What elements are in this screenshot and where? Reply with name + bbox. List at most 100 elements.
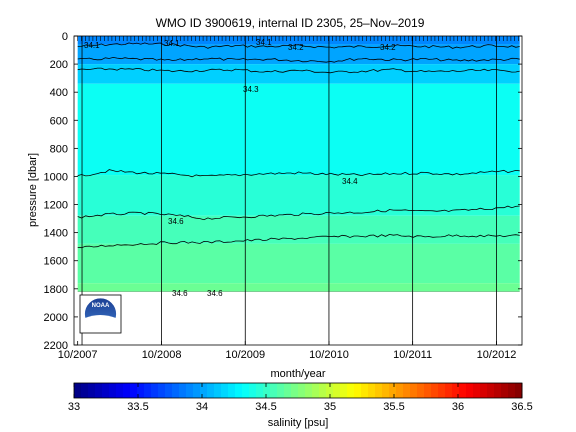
colorbar-segment (81, 383, 89, 398)
colorbar-segment (333, 383, 341, 398)
contour-label: 34.4 (342, 177, 358, 186)
profile-ticks-top (77, 36, 519, 41)
colorbar-segment (277, 383, 285, 398)
x-axis: 10/2007 10/2008 10/2009 10/2010 10/2011 10/20… (58, 341, 517, 361)
colorbar-segment (249, 383, 257, 398)
colorbar-segment (361, 383, 369, 398)
salinity-layer (77, 36, 520, 45)
colorbar-segment (340, 383, 348, 398)
colorbar-segment (221, 383, 229, 398)
colorbar-segment (137, 383, 145, 398)
colorbar-segment (242, 383, 250, 398)
profile-year-lines (81, 36, 497, 345)
colorbar-segment (88, 383, 96, 398)
colorbar-segment (326, 383, 334, 398)
colorbar-segment (382, 383, 390, 398)
x-tick-label: 10/2011 (393, 349, 432, 361)
colorbar-segment (473, 383, 481, 398)
colorbar-segment (116, 383, 124, 398)
y-tick-label: 1000 (44, 171, 68, 183)
colorbar-segment (235, 383, 243, 398)
colorbar-segment (284, 383, 292, 398)
noaa-logo-text: NOAA (92, 303, 110, 309)
colorbar-ticks: 33 33.5 34 34.5 35 35.5 36 36.5 (68, 383, 533, 413)
chart-title: WMO ID 3900619, internal ID 2305, 25–Nov… (156, 16, 425, 30)
colorbar-segment (466, 383, 474, 398)
contour-line (77, 233, 520, 249)
colorbar-segment (228, 383, 236, 398)
colorbar-tick-label: 33 (68, 401, 80, 413)
colorbar-segment (431, 383, 439, 398)
colorbar-segment (438, 383, 446, 398)
colorbar-segment (200, 383, 208, 398)
colorbar-segment (256, 383, 264, 398)
contour-line (77, 169, 520, 178)
contour-line (77, 67, 520, 74)
colorbar-segment (410, 383, 418, 398)
colorbar-segment (109, 383, 117, 398)
plot-frame (73, 35, 523, 346)
colorbar-segment (144, 383, 152, 398)
colorbar-segment (151, 383, 159, 398)
colorbar-tick-label: 36.5 (511, 401, 532, 413)
y-tick-label: 1600 (44, 256, 68, 268)
contour-label: 34.1 (84, 41, 100, 50)
colorbar-segment (298, 383, 306, 398)
colorbar-segment (354, 383, 362, 398)
contour-label: 34.1 (164, 39, 180, 48)
colorbar-segment (368, 383, 376, 398)
y-tick-label: 0 (62, 31, 68, 43)
y-tick-label: 800 (50, 143, 68, 155)
colorbar-segment (165, 383, 173, 398)
colorbar-segment (305, 383, 313, 398)
colorbar-segment (487, 383, 495, 398)
y-tick-label: 1800 (44, 284, 68, 296)
colorbar-segment (403, 383, 411, 398)
salinity-layer (77, 283, 520, 292)
x-tick-label: 10/2010 (309, 349, 349, 361)
colorbar-segment (312, 383, 320, 398)
colorbar-label: salinity [psu] (268, 417, 329, 429)
colorbar-tick-label: 35 (324, 401, 336, 413)
colorbar-segment (452, 383, 460, 398)
colorbar-segment (193, 383, 201, 398)
colorbar-segment (319, 383, 327, 398)
contour-label: 34.6 (172, 289, 188, 298)
contour-labels: 34.1 34.1 34.1 34.2 34.2 34.3 34.4 34.6 34.6 34.6 (84, 38, 396, 298)
salinity-layers (77, 36, 520, 292)
colorbar-segment (515, 383, 523, 398)
colorbar-segment (459, 383, 467, 398)
colorbar-segment (186, 383, 194, 398)
salinity-layer (77, 64, 520, 84)
noaa-logo: NOAA (79, 294, 122, 334)
colorbar-segment (263, 383, 271, 398)
y-tick-label: 600 (50, 115, 68, 127)
colorbar-segment (214, 383, 222, 398)
colorbar (73, 382, 523, 399)
colorbar-tick-label: 34.5 (255, 401, 276, 413)
colorbar-segment (480, 383, 488, 398)
colorbar-segment (102, 383, 110, 398)
colorbar-segment (375, 383, 383, 398)
colorbar-segment (172, 383, 180, 398)
colorbar-segment (494, 383, 502, 398)
colorbar-tick-label: 36 (452, 401, 464, 413)
colorbar-segment (158, 383, 166, 398)
colorbar-segment (179, 383, 187, 398)
contour-label: 34.1 (256, 38, 272, 47)
colorbar-segment (291, 383, 299, 398)
colorbar-frame (73, 382, 523, 399)
colorbar-segment (123, 383, 131, 398)
salinity-contours (77, 42, 520, 292)
y-tick-label: 2000 (44, 312, 68, 324)
x-axis-label: month/year (270, 368, 325, 380)
colorbar-segment (501, 383, 509, 398)
y-tick-label: 200 (50, 59, 68, 71)
y-tick-label: 1200 (44, 200, 68, 212)
salinity-layer (77, 215, 520, 244)
y-tick-label: 1400 (44, 228, 68, 240)
x-tick-label: 10/2012 (477, 349, 517, 361)
x-tick-label: 10/2007 (58, 349, 98, 361)
x-tick-label: 10/2009 (225, 349, 265, 361)
colorbar-segment (207, 383, 215, 398)
